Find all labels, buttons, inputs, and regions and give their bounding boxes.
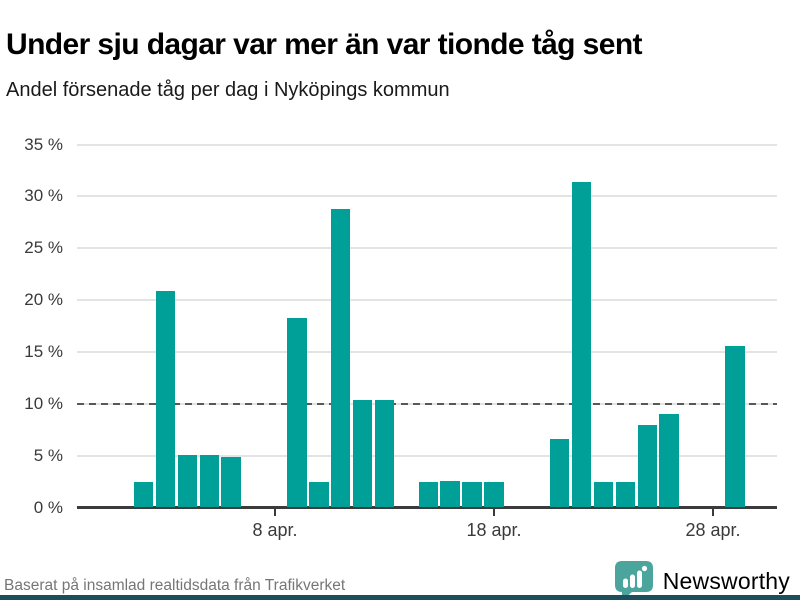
bar bbox=[309, 481, 329, 508]
gridline-25 bbox=[77, 247, 777, 250]
gridline-15 bbox=[77, 350, 777, 353]
chart-subtitle: Andel försenade tåg per dag i Nyköpings … bbox=[6, 79, 450, 101]
newsworthy-logo-icon bbox=[614, 560, 654, 600]
y-tick-label: 35 % bbox=[24, 134, 63, 154]
bar bbox=[155, 290, 176, 508]
bar bbox=[484, 481, 504, 508]
y-tick-label: 30 % bbox=[24, 186, 63, 206]
bar bbox=[659, 414, 679, 508]
bar bbox=[615, 481, 636, 508]
bar bbox=[593, 481, 614, 508]
y-tick-label: 0 % bbox=[33, 497, 63, 517]
reference-line-10pct bbox=[77, 402, 777, 405]
bar bbox=[374, 399, 395, 508]
x-tick-label: 18 apr. bbox=[466, 520, 522, 540]
bar bbox=[133, 481, 154, 508]
bar bbox=[352, 399, 373, 508]
y-tick-label: 10 % bbox=[24, 393, 63, 413]
x-axis-line bbox=[77, 506, 777, 509]
x-tick-mark bbox=[493, 509, 495, 516]
bar bbox=[330, 208, 351, 508]
bar bbox=[418, 481, 439, 508]
bar bbox=[462, 481, 482, 508]
bar bbox=[287, 317, 307, 508]
bar bbox=[637, 424, 658, 508]
bar bbox=[725, 345, 745, 508]
x-tick-label: 8 apr. bbox=[252, 520, 298, 540]
gridline-35 bbox=[77, 143, 777, 146]
source-note: Baserat på insamlad realtidsdata från Tr… bbox=[4, 577, 346, 594]
bar bbox=[440, 480, 460, 508]
y-tick-label: 20 % bbox=[24, 290, 63, 310]
footer-accent-bar bbox=[0, 595, 800, 600]
y-tick-label: 25 % bbox=[24, 238, 63, 258]
gridline-5 bbox=[77, 454, 777, 457]
page-title: Under sju dagar var mer än var tionde tå… bbox=[6, 28, 643, 62]
bar bbox=[571, 181, 592, 508]
bar bbox=[199, 454, 220, 508]
gridline-30 bbox=[77, 195, 777, 198]
newsworthy-logo[interactable]: Newsworthy bbox=[614, 560, 790, 600]
x-tick-label: 28 apr. bbox=[685, 520, 741, 540]
bar bbox=[549, 439, 570, 508]
x-tick-mark bbox=[712, 509, 714, 516]
y-tick-label: 5 % bbox=[33, 445, 63, 465]
gridline-20 bbox=[77, 299, 777, 302]
bar bbox=[177, 454, 198, 508]
bar bbox=[221, 456, 241, 508]
y-tick-label: 15 % bbox=[24, 341, 63, 361]
x-tick-mark bbox=[274, 509, 276, 516]
newsworthy-wordmark: Newsworthy bbox=[662, 567, 790, 594]
